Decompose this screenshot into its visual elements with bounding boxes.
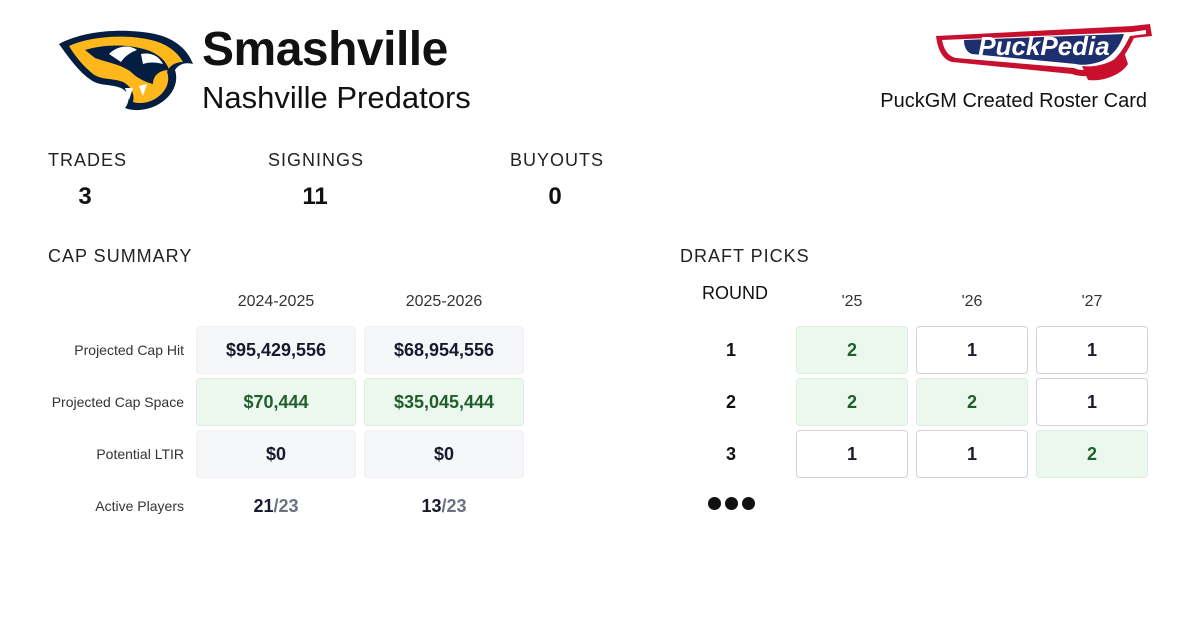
ltir-value: $0 [364,430,524,478]
pick-count: 1 [916,430,1028,478]
team-short-name: Smashville [202,22,448,77]
roster-card-caption: PuckGM Created Roster Card [880,90,1147,113]
season-header: 2024-2025 [196,293,356,311]
pick-count: 1 [1036,378,1148,426]
cap-summary-title: CAP SUMMARY [48,246,192,267]
stat-signings: SIGNINGS 11 [268,150,362,211]
stat-buyouts: BUYOUTS 0 [510,150,600,211]
year-header: '25 [796,293,908,311]
year-header: '26 [916,293,1028,311]
row-label-active-players: Active Players [20,482,184,530]
round-number: 1 [690,326,772,374]
round-number: 2 [690,378,772,426]
active-players-count: 21 [253,496,273,517]
active-players-max: /23 [274,496,299,517]
row-label-ltir: Potential LTIR [20,430,184,478]
active-players-value: 21/23 [196,482,356,530]
stat-value: 11 [268,183,362,211]
active-players-max: /23 [442,496,467,517]
dot [708,497,721,510]
year-header: '27 [1036,293,1148,311]
puckpedia-logo-text: PuckPedia [978,31,1110,61]
cap-space-value: $35,045,444 [364,378,524,426]
active-players-count: 13 [421,496,441,517]
pick-count: 2 [796,378,908,426]
stat-label: TRADES [48,150,122,171]
dot [742,497,755,510]
stat-label: SIGNINGS [268,150,362,171]
draft-picks-title: DRAFT PICKS [680,246,810,267]
cap-hit-value: $95,429,556 [196,326,356,374]
season-header: 2025-2026 [364,293,524,311]
pick-count: 1 [1036,326,1148,374]
predators-logo-icon [55,24,195,114]
stat-value: 3 [48,183,122,211]
puckpedia-logo-icon: PuckPedia [932,22,1154,84]
cap-space-value: $70,444 [196,378,356,426]
row-label-cap-hit: Projected Cap Hit [20,326,184,374]
round-number: 3 [690,430,772,478]
pick-count: 1 [796,430,908,478]
more-rounds-ellipsis-icon [708,497,755,510]
stat-trades: TRADES 3 [48,150,122,211]
active-players-value: 13/23 [364,482,524,530]
cap-hit-value: $68,954,556 [364,326,524,374]
ltir-value: $0 [196,430,356,478]
pick-count: 2 [796,326,908,374]
pick-count: 2 [916,378,1028,426]
dot [725,497,738,510]
row-label-cap-space: Projected Cap Space [20,378,184,426]
pick-count: 1 [916,326,1028,374]
team-full-name: Nashville Predators [202,80,471,116]
pick-count: 2 [1036,430,1148,478]
stat-label: BUYOUTS [510,150,600,171]
round-header: ROUND [690,283,780,304]
stat-value: 0 [510,183,600,211]
